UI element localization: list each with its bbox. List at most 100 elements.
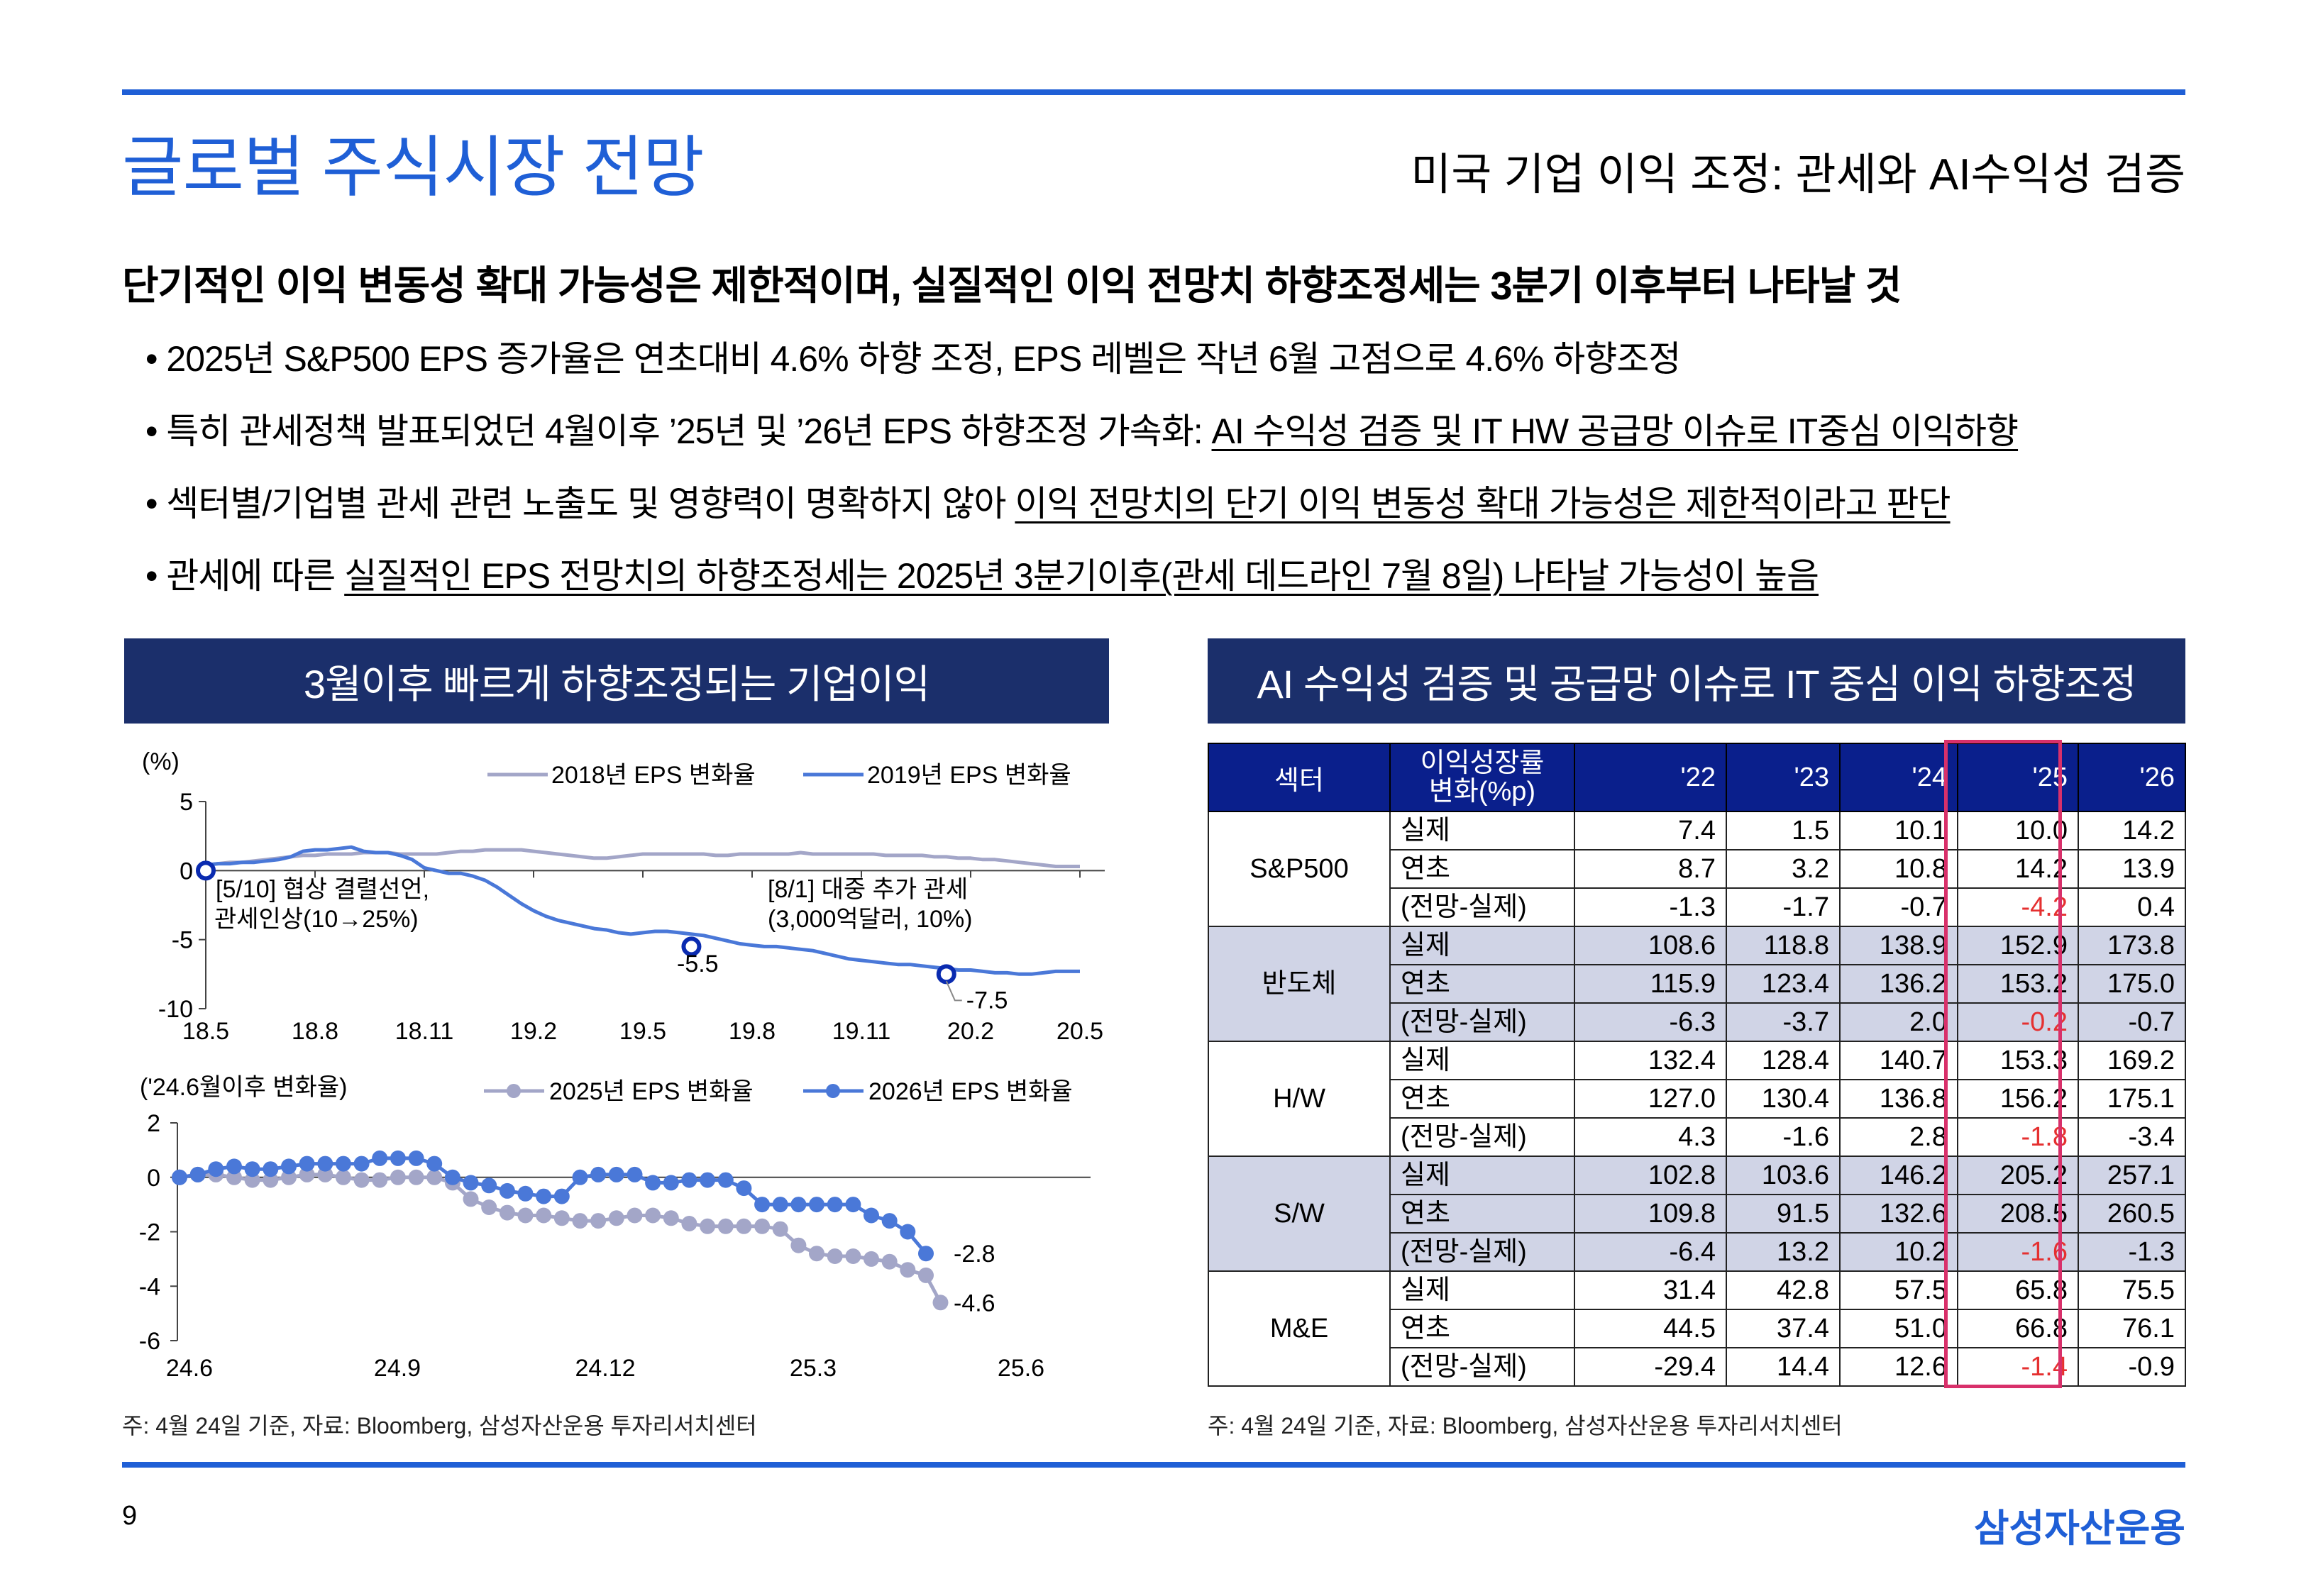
col-header-26: '26 [2078, 743, 2186, 812]
x-tick-label: 19.2 [510, 1018, 557, 1045]
metric-cell: (전망-실제) [1389, 1117, 1575, 1157]
value-cell: 13.2 [1726, 1232, 1841, 1272]
series-2026-point [663, 1175, 679, 1191]
value-cell: 132.6 [1839, 1194, 1958, 1234]
y-tick-label: 0 [180, 858, 193, 885]
value-cell: 132.4 [1574, 1041, 1727, 1080]
value-cell: 10.1 [1839, 811, 1958, 850]
value-cell: 257.1 [2078, 1156, 2186, 1195]
right-panel-title: AI 수익성 검증 및 공급망 이슈로 IT 중심 이익 하향조정 [1208, 638, 2185, 724]
series-2025-point [932, 1295, 949, 1311]
sector-cell: 반도체 [1208, 926, 1391, 1042]
series-2026-point [608, 1166, 624, 1182]
value-cell: 136.8 [1839, 1079, 1958, 1119]
metric-cell: 연초 [1389, 1079, 1575, 1119]
series-2025-point [281, 1169, 297, 1185]
metric-cell: 실제 [1389, 1156, 1575, 1195]
series-2025-point [645, 1207, 661, 1224]
y-tick-label: -4 [139, 1273, 160, 1300]
metric-cell: 실제 [1389, 811, 1575, 850]
metric-cell: 연초 [1389, 1194, 1575, 1234]
value-cell: 108.6 [1574, 926, 1727, 965]
col-header-22: '22 [1574, 743, 1727, 812]
col-header-metric: 이익성장률 변화(%p) [1389, 743, 1575, 812]
series-2026-point [590, 1166, 607, 1182]
series-2026-point [426, 1156, 443, 1172]
value-cell: 13.9 [2078, 849, 2186, 889]
metric-cell: 연초 [1389, 849, 1575, 889]
legend-label: 2025년 EPS 변화율 [549, 1078, 754, 1105]
sector-cell: S/W [1208, 1156, 1391, 1272]
bullet-item: • 특히 관세정책 발표되었던 4월이후 ’25년 및 ’26년 EPS 하향조… [145, 411, 2019, 451]
table-header-row: 섹터 이익성장률 변화(%p) '22 '23 '24 '25 '26 [1208, 743, 2186, 812]
sector-cell: H/W [1208, 1041, 1391, 1157]
series-2025-point [426, 1169, 443, 1185]
y-tick-label: -5 [172, 927, 193, 954]
page-number: 9 [122, 1501, 138, 1531]
series-2025-point [463, 1191, 479, 1207]
series-2025-point [572, 1213, 588, 1229]
value-cell: 14.2 [2078, 811, 2186, 850]
value-cell: 8.7 [1574, 849, 1727, 889]
sub-title: 미국 기업 이익 조정: 관세와 AI수익성 검증 [1411, 150, 2185, 199]
x-tick-label: 24.12 [575, 1355, 635, 1382]
annotation-text: [5/10] 협상 결렬선언, [216, 876, 429, 903]
sector-cell: S&P500 [1208, 811, 1391, 927]
legend-label: 2026년 EPS 변화율 [868, 1078, 1073, 1105]
legend-marker [826, 1084, 840, 1098]
series-2025-point [627, 1207, 643, 1224]
series-2025-point [663, 1210, 679, 1226]
value-cell: 146.2 [1839, 1156, 1958, 1195]
bullet-item: • 2025년 S&P500 EPS 증가율은 연초대비 4.6% 하향 조정,… [145, 339, 1681, 379]
series-2026-point [317, 1156, 333, 1172]
series-2025-point [790, 1237, 807, 1253]
y-tick-label: -10 [158, 996, 193, 1023]
x-tick-label: 19.8 [729, 1018, 776, 1045]
eps-2025-2026-chart: 2 0 -2 -4 -6 ('24.6월이후 변화율) 24.6 24.9 24.12 25.3 2… [139, 1074, 1091, 1382]
value-cell: 12.6 [1839, 1347, 1958, 1387]
annotation-text: 관세인상(10→25%) [214, 906, 419, 933]
series-2026-point [517, 1185, 534, 1202]
series-2025-point [335, 1169, 351, 1185]
series-2026-point [845, 1197, 861, 1213]
value-cell: 31.4 [1574, 1270, 1727, 1310]
value-cell: 1.5 [1726, 811, 1841, 850]
series-2026-point [499, 1182, 515, 1199]
series-2025-point [244, 1172, 260, 1188]
series-2025-point [536, 1207, 552, 1224]
eps-2018-2019-chart: 5 0 -5 -10 (%) 18.5 18.8 18.11 19.2 19.5 19.8 19.11… [142, 748, 1105, 1045]
y-tick-label: 0 [147, 1165, 160, 1192]
value-cell: 130.4 [1726, 1079, 1841, 1119]
series-2026-point [299, 1156, 315, 1172]
series-2026-point [263, 1161, 279, 1177]
value-cell: -3.4 [2078, 1117, 2186, 1157]
value-cell: -0.7 [2078, 1002, 2186, 1042]
metric-cell: (전망-실제) [1389, 1232, 1575, 1272]
series-2025-point [700, 1218, 716, 1234]
x-tick-label: 19.11 [832, 1018, 891, 1045]
metric-cell: 연초 [1389, 964, 1575, 1004]
series-2025-point [517, 1207, 534, 1224]
series-2026-point [627, 1166, 643, 1182]
series-2026-point [226, 1158, 242, 1175]
series-2026-point [189, 1166, 206, 1182]
series-2025-point [809, 1246, 824, 1262]
y-tick-label: 2 [147, 1110, 160, 1137]
metric-cell: (전망-실제) [1389, 1002, 1575, 1042]
series-2026-point [881, 1213, 898, 1229]
value-cell: 2.8 [1839, 1117, 1958, 1157]
legend-label: 2019년 EPS 변화율 [867, 762, 1071, 789]
value-cell: 51.0 [1839, 1309, 1958, 1348]
eps-growth-table: 섹터 이익성장률 변화(%p) '22 '23 '24 '25 '26 S&P50… [1208, 743, 2186, 1387]
value-cell: -3.7 [1726, 1002, 1841, 1042]
value-cell: 76.1 [2078, 1309, 2186, 1348]
top-rule [122, 89, 2185, 95]
series-2025-point [390, 1169, 406, 1185]
bottom-rule [122, 1462, 2185, 1468]
x-tick-label: 18.8 [292, 1018, 338, 1045]
table-row: S&P500 실제 7.4 1.5 10.1 10.0 14.2 [1208, 811, 2186, 927]
data-label: -5.5 [677, 951, 719, 977]
value-cell: 44.5 [1574, 1309, 1727, 1348]
x-tick-label: 25.3 [790, 1355, 837, 1382]
x-tick-label: 20.2 [947, 1018, 994, 1045]
